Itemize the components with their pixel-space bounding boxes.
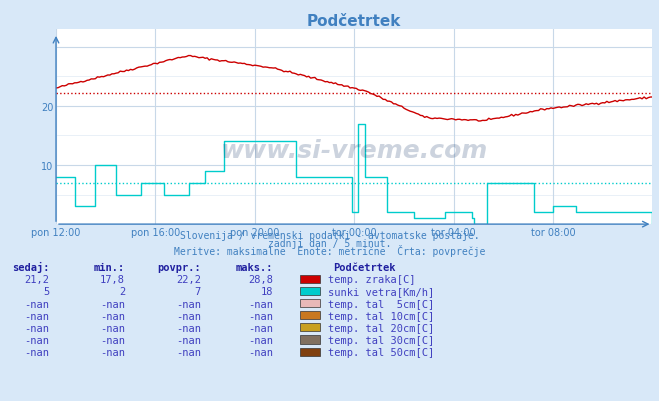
Text: -nan: -nan xyxy=(176,311,201,321)
Text: -nan: -nan xyxy=(248,299,273,309)
Text: temp. zraka[C]: temp. zraka[C] xyxy=(328,275,415,285)
Text: -nan: -nan xyxy=(24,311,49,321)
Text: -nan: -nan xyxy=(100,323,125,333)
Text: min.:: min.: xyxy=(94,263,125,273)
Text: temp. tal  5cm[C]: temp. tal 5cm[C] xyxy=(328,299,434,309)
Text: -nan: -nan xyxy=(24,335,49,345)
Text: -nan: -nan xyxy=(176,347,201,357)
Text: sunki vetra[Km/h]: sunki vetra[Km/h] xyxy=(328,287,434,297)
Text: 28,8: 28,8 xyxy=(248,275,273,285)
Text: -nan: -nan xyxy=(176,323,201,333)
Text: -nan: -nan xyxy=(100,335,125,345)
Text: -nan: -nan xyxy=(100,299,125,309)
Text: -nan: -nan xyxy=(248,347,273,357)
Text: 2: 2 xyxy=(119,287,125,297)
Text: sedaj:: sedaj: xyxy=(12,262,49,273)
Text: -nan: -nan xyxy=(24,323,49,333)
Text: 21,2: 21,2 xyxy=(24,275,49,285)
Text: -nan: -nan xyxy=(100,311,125,321)
Text: -nan: -nan xyxy=(248,311,273,321)
Text: Meritve: maksimalne  Enote: metrične  Črta: povprečje: Meritve: maksimalne Enote: metrične Črta… xyxy=(174,245,485,257)
Text: 22,2: 22,2 xyxy=(176,275,201,285)
Text: -nan: -nan xyxy=(100,347,125,357)
Text: 7: 7 xyxy=(195,287,201,297)
Text: temp. tal 20cm[C]: temp. tal 20cm[C] xyxy=(328,323,434,333)
Text: temp. tal 50cm[C]: temp. tal 50cm[C] xyxy=(328,347,434,357)
Text: -nan: -nan xyxy=(248,323,273,333)
Text: zadnji dan / 5 minut.: zadnji dan / 5 minut. xyxy=(268,239,391,249)
Text: temp. tal 30cm[C]: temp. tal 30cm[C] xyxy=(328,335,434,345)
Text: -nan: -nan xyxy=(176,335,201,345)
Text: 18: 18 xyxy=(261,287,273,297)
Text: -nan: -nan xyxy=(24,299,49,309)
Text: -nan: -nan xyxy=(248,335,273,345)
Text: 5: 5 xyxy=(43,287,49,297)
Text: Podčetrtek: Podčetrtek xyxy=(333,263,395,273)
Text: -nan: -nan xyxy=(176,299,201,309)
Text: www.si-vreme.com: www.si-vreme.com xyxy=(221,139,488,163)
Text: 17,8: 17,8 xyxy=(100,275,125,285)
Text: maks.:: maks.: xyxy=(236,263,273,273)
Text: temp. tal 10cm[C]: temp. tal 10cm[C] xyxy=(328,311,434,321)
Text: povpr.:: povpr.: xyxy=(158,263,201,273)
Title: Podčetrtek: Podčetrtek xyxy=(307,14,401,29)
Text: Slovenija / vremenski podatki - avtomatske postaje.: Slovenija / vremenski podatki - avtomats… xyxy=(180,231,479,241)
Text: -nan: -nan xyxy=(24,347,49,357)
